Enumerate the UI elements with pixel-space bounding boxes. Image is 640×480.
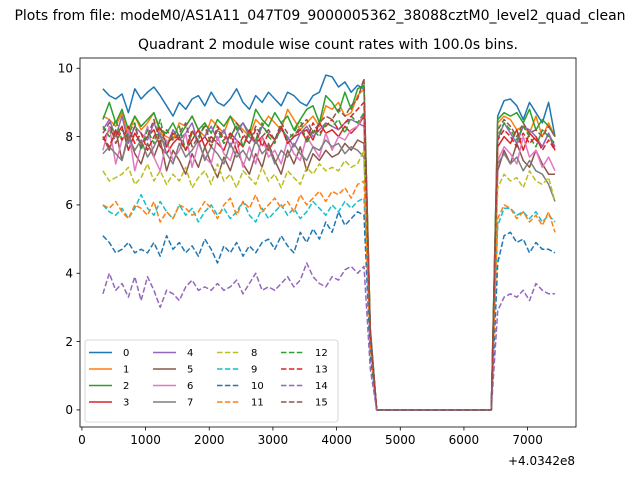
y-tick-label: 4 [65,267,73,281]
legend-label-8: 8 [251,348,257,359]
series-line-9 [102,193,556,411]
legend-label-4: 4 [187,348,193,359]
axes-frame [79,57,577,428]
legend-label-7: 7 [187,398,193,409]
x-tick-label: 2000 [194,433,225,447]
y-tick-label: 8 [65,130,73,144]
x-axis: 0 1000 2000 3000 4000 5000 6000 7000 [78,427,543,447]
y-tick-label: 6 [65,198,73,212]
chart-title: Quadrant 2 module wise count rates with … [138,37,518,53]
legend-label-15: 15 [315,398,328,409]
legend-label-11: 11 [251,398,264,409]
y-axis: 0 2 4 6 8 10 [58,62,80,417]
legend-box [84,339,339,423]
legend-label-12: 12 [315,348,328,359]
figure-suptitle: Plots from file: modeM0/AS1A11_047T09_90… [14,8,625,24]
x-tick-label: 5000 [385,433,416,447]
legend-label-0: 0 [123,348,129,359]
y-tick-label: 2 [65,335,73,349]
legend-label-5: 5 [187,365,193,376]
series-line-10 [102,211,556,411]
x-tick-label: 0 [78,433,86,447]
x-tick-label: 7000 [512,433,543,447]
legend-label-13: 13 [315,365,328,376]
y-tick-label: 0 [65,403,73,417]
x-tick-label: 6000 [449,433,480,447]
legend-label-6: 6 [187,381,193,392]
series-line-14 [102,262,555,411]
x-tick-label: 4000 [321,433,352,447]
x-tick-label: 1000 [130,433,161,447]
series-line-15 [102,77,556,411]
legend-label-1: 1 [123,365,129,376]
series-line-8 [102,149,556,411]
legend-label-14: 14 [315,381,328,392]
y-tick-label: 10 [58,62,73,76]
series-lines [102,74,556,411]
x-axis-offset-label: +4.0342e8 [508,454,575,468]
legend-label-9: 9 [251,365,257,376]
legend-label-2: 2 [123,381,129,392]
legend-label-3: 3 [123,398,129,409]
x-tick-label: 3000 [258,433,289,447]
legend-label-10: 10 [251,381,264,392]
